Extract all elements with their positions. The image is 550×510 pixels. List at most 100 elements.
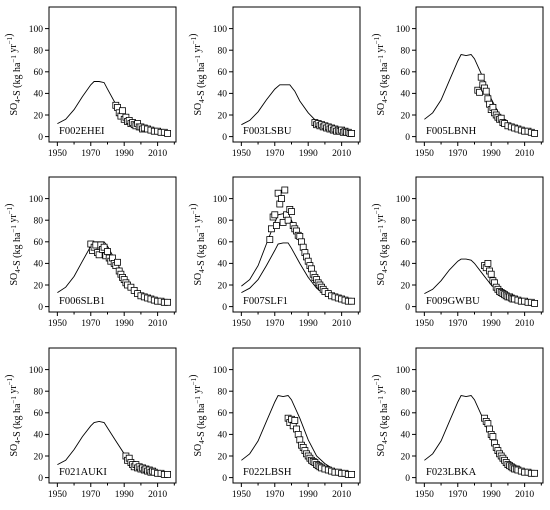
y-axis-label: SO4-S (kg ha−1 yr−1) [188,33,207,115]
y-tick-label: 40 [401,431,411,441]
observed-point [531,129,538,137]
x-tick-label: 1950 [232,319,251,329]
y-tick-label: 40 [34,431,44,441]
y-axis-label: SO4-S (kg ha−1 yr−1) [188,203,207,285]
panel-f021auki: 1950 1970 1990 2010 0 20 40 60 80 100 SO4-S (kg ha… [4,347,177,500]
y-tick-label: 100 [29,195,44,205]
x-tick-label: 1970 [81,149,100,159]
observed-point [484,259,492,267]
y-tick-label: 20 [218,452,228,462]
plot-frame [415,6,544,143]
y-tick-label: 100 [213,25,228,35]
observed-point [476,88,483,96]
panel-f007slf1: 1950 1970 1990 2010 0 20 40 60 80 100 SO4-S (kg ha… [188,176,361,329]
y-axis-label: SO4-S (kg ha−1 yr−1) [188,374,207,456]
site-label: F022LBSH [243,467,292,478]
observed-point [119,107,126,115]
observed-point [104,248,111,255]
observed-point [348,470,356,478]
y-tick-label: 20 [218,111,228,121]
panel-f002ehei: 1950 1970 1990 2010 0 20 40 60 80 100 SO4-S (kg ha… [4,6,177,159]
y-axis-label: SO4-S (kg ha−1 yr−1) [371,203,390,285]
observed-point [114,258,121,266]
y-tick-label: 20 [401,281,411,291]
x-tick-label: 1970 [448,490,467,500]
x-tick-label: 2010 [515,319,534,329]
x-tick-label: 1990 [482,149,501,159]
x-tick-label: 1970 [448,149,467,159]
observed-point [100,243,108,251]
y-tick-label: 0 [222,133,227,143]
site-label: F021AUKI [59,467,107,478]
observed-point [531,299,538,307]
x-tick-label: 1990 [482,319,501,329]
y-tick-label: 60 [34,68,44,78]
plot-frame [48,347,177,484]
y-tick-label: 20 [218,281,228,291]
x-tick-label: 1990 [299,490,318,500]
site-label: F009GWBU [426,296,480,307]
x-tick-label: 2010 [148,490,167,500]
y-tick-label: 0 [405,474,410,484]
observed-point [288,208,295,216]
y-tick-label: 20 [34,111,44,121]
site-label: F006SLB1 [59,296,105,307]
x-tick-label: 2010 [148,149,167,159]
y-tick-label: 20 [34,281,44,291]
y-tick-label: 100 [213,195,228,205]
observed-point [284,216,292,224]
y-tick-label: 80 [401,217,411,227]
x-tick-label: 1950 [48,490,67,500]
site-label: F007SLF1 [243,296,288,307]
observed-point [291,416,299,424]
y-tick-label: 80 [218,217,228,227]
x-tick-label: 1950 [415,149,434,159]
observed-point [95,251,103,259]
observed-point [164,129,172,137]
y-tick-label: 100 [396,25,411,35]
y-tick-label: 40 [218,260,228,270]
observed-point [487,270,495,278]
y-tick-label: 0 [222,474,227,484]
plot-frame [232,347,361,484]
x-tick-label: 2010 [148,319,167,329]
y-tick-label: 100 [29,25,44,35]
observed-point [164,470,172,478]
observed-point [272,222,280,230]
y-tick-label: 80 [218,47,228,57]
y-tick-label: 60 [401,68,411,78]
x-tick-label: 2010 [332,490,351,500]
x-tick-label: 1970 [265,319,284,329]
x-tick-label: 1970 [81,319,100,329]
y-tick-label: 80 [34,47,44,57]
y-tick-label: 0 [38,303,43,313]
y-tick-label: 0 [405,303,410,313]
y-tick-label: 80 [218,388,228,398]
observed-point [164,298,172,306]
x-tick-label: 1970 [81,490,100,500]
x-tick-label: 2010 [515,490,534,500]
observed-point [477,73,485,81]
plot-frame [415,347,544,484]
x-tick-label: 1950 [415,319,434,329]
observed-point [482,87,490,95]
x-tick-label: 1950 [48,319,67,329]
x-tick-label: 2010 [515,149,534,159]
y-tick-label: 60 [401,238,411,248]
plot-frame [48,6,177,143]
modelled-line [424,394,537,475]
y-axis-label: SO4-S (kg ha−1 yr−1) [371,33,390,115]
y-tick-label: 80 [34,217,44,227]
observed-point [278,195,285,203]
plot-frame [232,6,361,143]
site-label: F002EHEI [59,126,105,137]
panel-f023lbka: 1950 1970 1990 2010 0 20 40 60 80 100 SO4-S (kg ha… [371,347,544,500]
x-tick-label: 1970 [265,490,284,500]
site-label: F023LBKA [426,467,477,478]
x-tick-label: 1990 [115,319,134,329]
y-tick-label: 60 [218,68,228,78]
panel-f003lsbu: 1950 1970 1990 2010 0 20 40 60 80 100 SO4-S (kg ha… [188,6,361,159]
panel-f006slb1: 1950 1970 1990 2010 0 20 40 60 80 100 SO4-S (kg ha… [4,176,177,329]
y-tick-label: 40 [218,90,228,100]
